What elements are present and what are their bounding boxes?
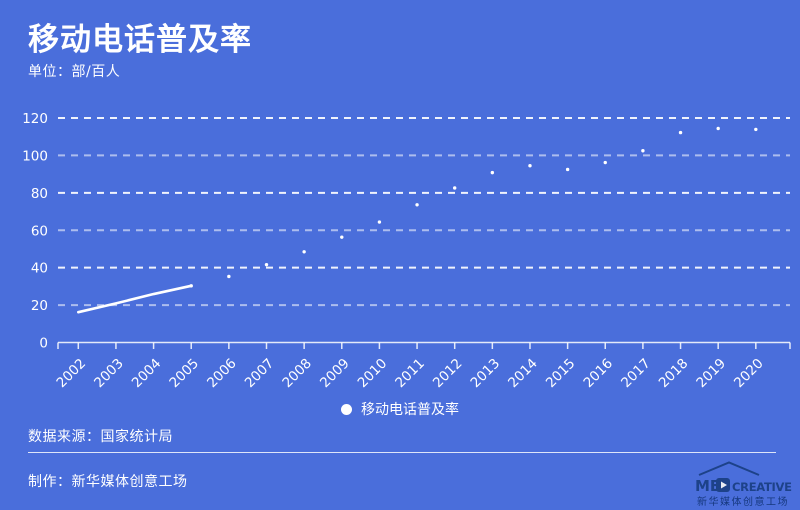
x-axis-label: 2008	[279, 356, 315, 392]
page-title: 移动电话普及率	[28, 22, 252, 58]
x-axis-label: 2002	[54, 356, 90, 392]
roof-icon	[698, 461, 760, 476]
data-source: 数据来源：国家统计局	[28, 429, 173, 445]
x-axis-label: 2016	[580, 356, 616, 392]
brand-subtext: 新华媒体创意工场	[697, 495, 789, 508]
data-point-2015	[565, 167, 570, 172]
x-axis-label: 2010	[355, 356, 391, 392]
x-axis-label: 2019	[693, 356, 729, 392]
x-axis-label: 2020	[731, 356, 767, 392]
x-axis-label: 2011	[392, 356, 428, 392]
y-axis-label: 40	[31, 261, 48, 277]
data-point-2012	[453, 186, 457, 190]
data-point-2006	[227, 274, 231, 279]
data-point-2020	[754, 127, 758, 132]
data-point-2019	[716, 126, 720, 131]
y-axis-label: 20	[31, 298, 48, 314]
data-point-2008	[302, 250, 306, 254]
data-point-2018	[678, 130, 683, 135]
data-point-2009	[340, 235, 344, 239]
x-axis-label: 2006	[204, 356, 240, 392]
data-point-2014	[528, 164, 532, 168]
x-axis-label: 2017	[618, 356, 654, 392]
x-axis-label: 2005	[166, 356, 202, 392]
x-axis-label: 2007	[242, 356, 278, 392]
x-axis-label: 2009	[317, 356, 353, 392]
legend-label: 移动电话普及率	[361, 402, 459, 418]
y-axis-label: 120	[22, 111, 48, 127]
y-axis-label: 80	[31, 186, 48, 202]
unit-label: 单位：部/百人	[28, 64, 121, 80]
x-axis-label: 2018	[656, 356, 692, 392]
credit: 制作：新华媒体创意工场	[28, 474, 188, 490]
data-point-2011	[415, 203, 419, 207]
y-axis-label: 60	[31, 223, 48, 239]
data-point-2005	[189, 284, 193, 288]
data-point-2016	[603, 160, 607, 165]
legend: 移动电话普及率	[0, 399, 800, 419]
x-axis-label: 2013	[468, 356, 504, 392]
data-point-2007	[264, 262, 269, 267]
series-line	[77, 284, 193, 314]
x-axis-label: 2014	[505, 356, 541, 392]
brand-logo: ME CREATIVE 新华媒体创意工场	[695, 461, 792, 508]
legend-marker-icon	[341, 403, 352, 415]
play-icon	[721, 481, 727, 489]
x-axis-label: 2012	[430, 356, 466, 392]
brand-name-right: CREATIVE	[732, 480, 792, 494]
y-axis-label: 100	[22, 148, 48, 164]
y-axis-label: 0	[39, 336, 48, 352]
x-axis-label: 2004	[129, 356, 165, 392]
divider	[28, 452, 776, 453]
brand-name-left: ME	[695, 477, 720, 495]
data-point-2010	[377, 220, 382, 224]
data-point-2013	[490, 170, 495, 175]
x-axis-label: 2015	[543, 356, 579, 392]
data-point-2017	[641, 149, 645, 153]
x-axis-label: 2003	[91, 356, 127, 392]
